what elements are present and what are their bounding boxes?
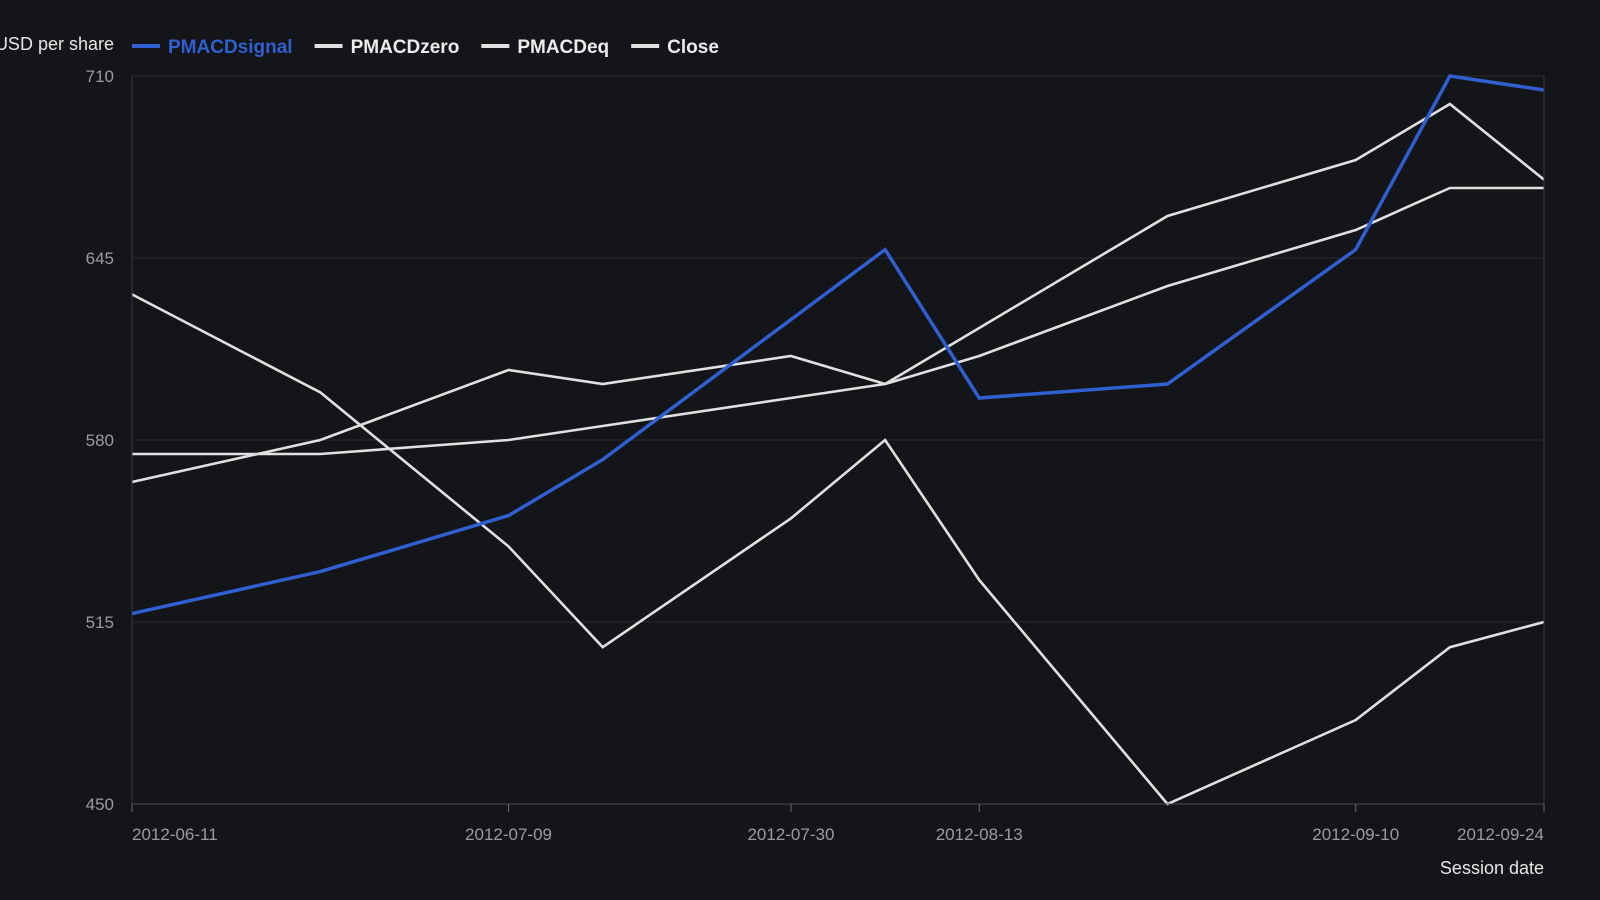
x-tick-label: 2012-09-24 <box>1457 825 1544 844</box>
series-line-pmacdsignal <box>131 74 1545 616</box>
y-tick-label: 515 <box>86 613 114 632</box>
series-line-close <box>132 186 1544 456</box>
grid <box>132 75 1544 805</box>
x-tick-label: 2012-09-10 <box>1312 825 1399 844</box>
axes: 450 515 580 645 710 2012-06-11 2012-07-09 2012-… <box>86 67 1545 844</box>
y-tick-label: 450 <box>86 795 114 814</box>
y-tick-label: 645 <box>86 249 114 268</box>
legend-label: Close <box>667 37 719 58</box>
series-lines <box>131 74 1545 806</box>
y-axis-label: USD per share <box>0 34 114 54</box>
x-tick-label: 2012-07-09 <box>465 825 552 844</box>
y-tick-label: 710 <box>86 67 114 86</box>
series-line-pmacdeq <box>131 102 1545 484</box>
series-line-pmacdzero <box>131 293 1545 806</box>
legend: PMACDsignal PMACDzero PMACDeq Close <box>132 37 719 58</box>
legend-label: PMACDsignal <box>168 37 293 58</box>
x-tick-label: 2012-08-13 <box>936 825 1023 844</box>
x-tick-label: 2012-06-11 <box>132 825 218 844</box>
x-axis-label: Session date <box>1440 858 1544 878</box>
y-tick-label: 580 <box>86 431 114 450</box>
legend-label: PMACDzero <box>351 37 460 58</box>
legend-label: PMACDeq <box>517 37 609 58</box>
x-tick-label: 2012-07-30 <box>747 825 834 844</box>
